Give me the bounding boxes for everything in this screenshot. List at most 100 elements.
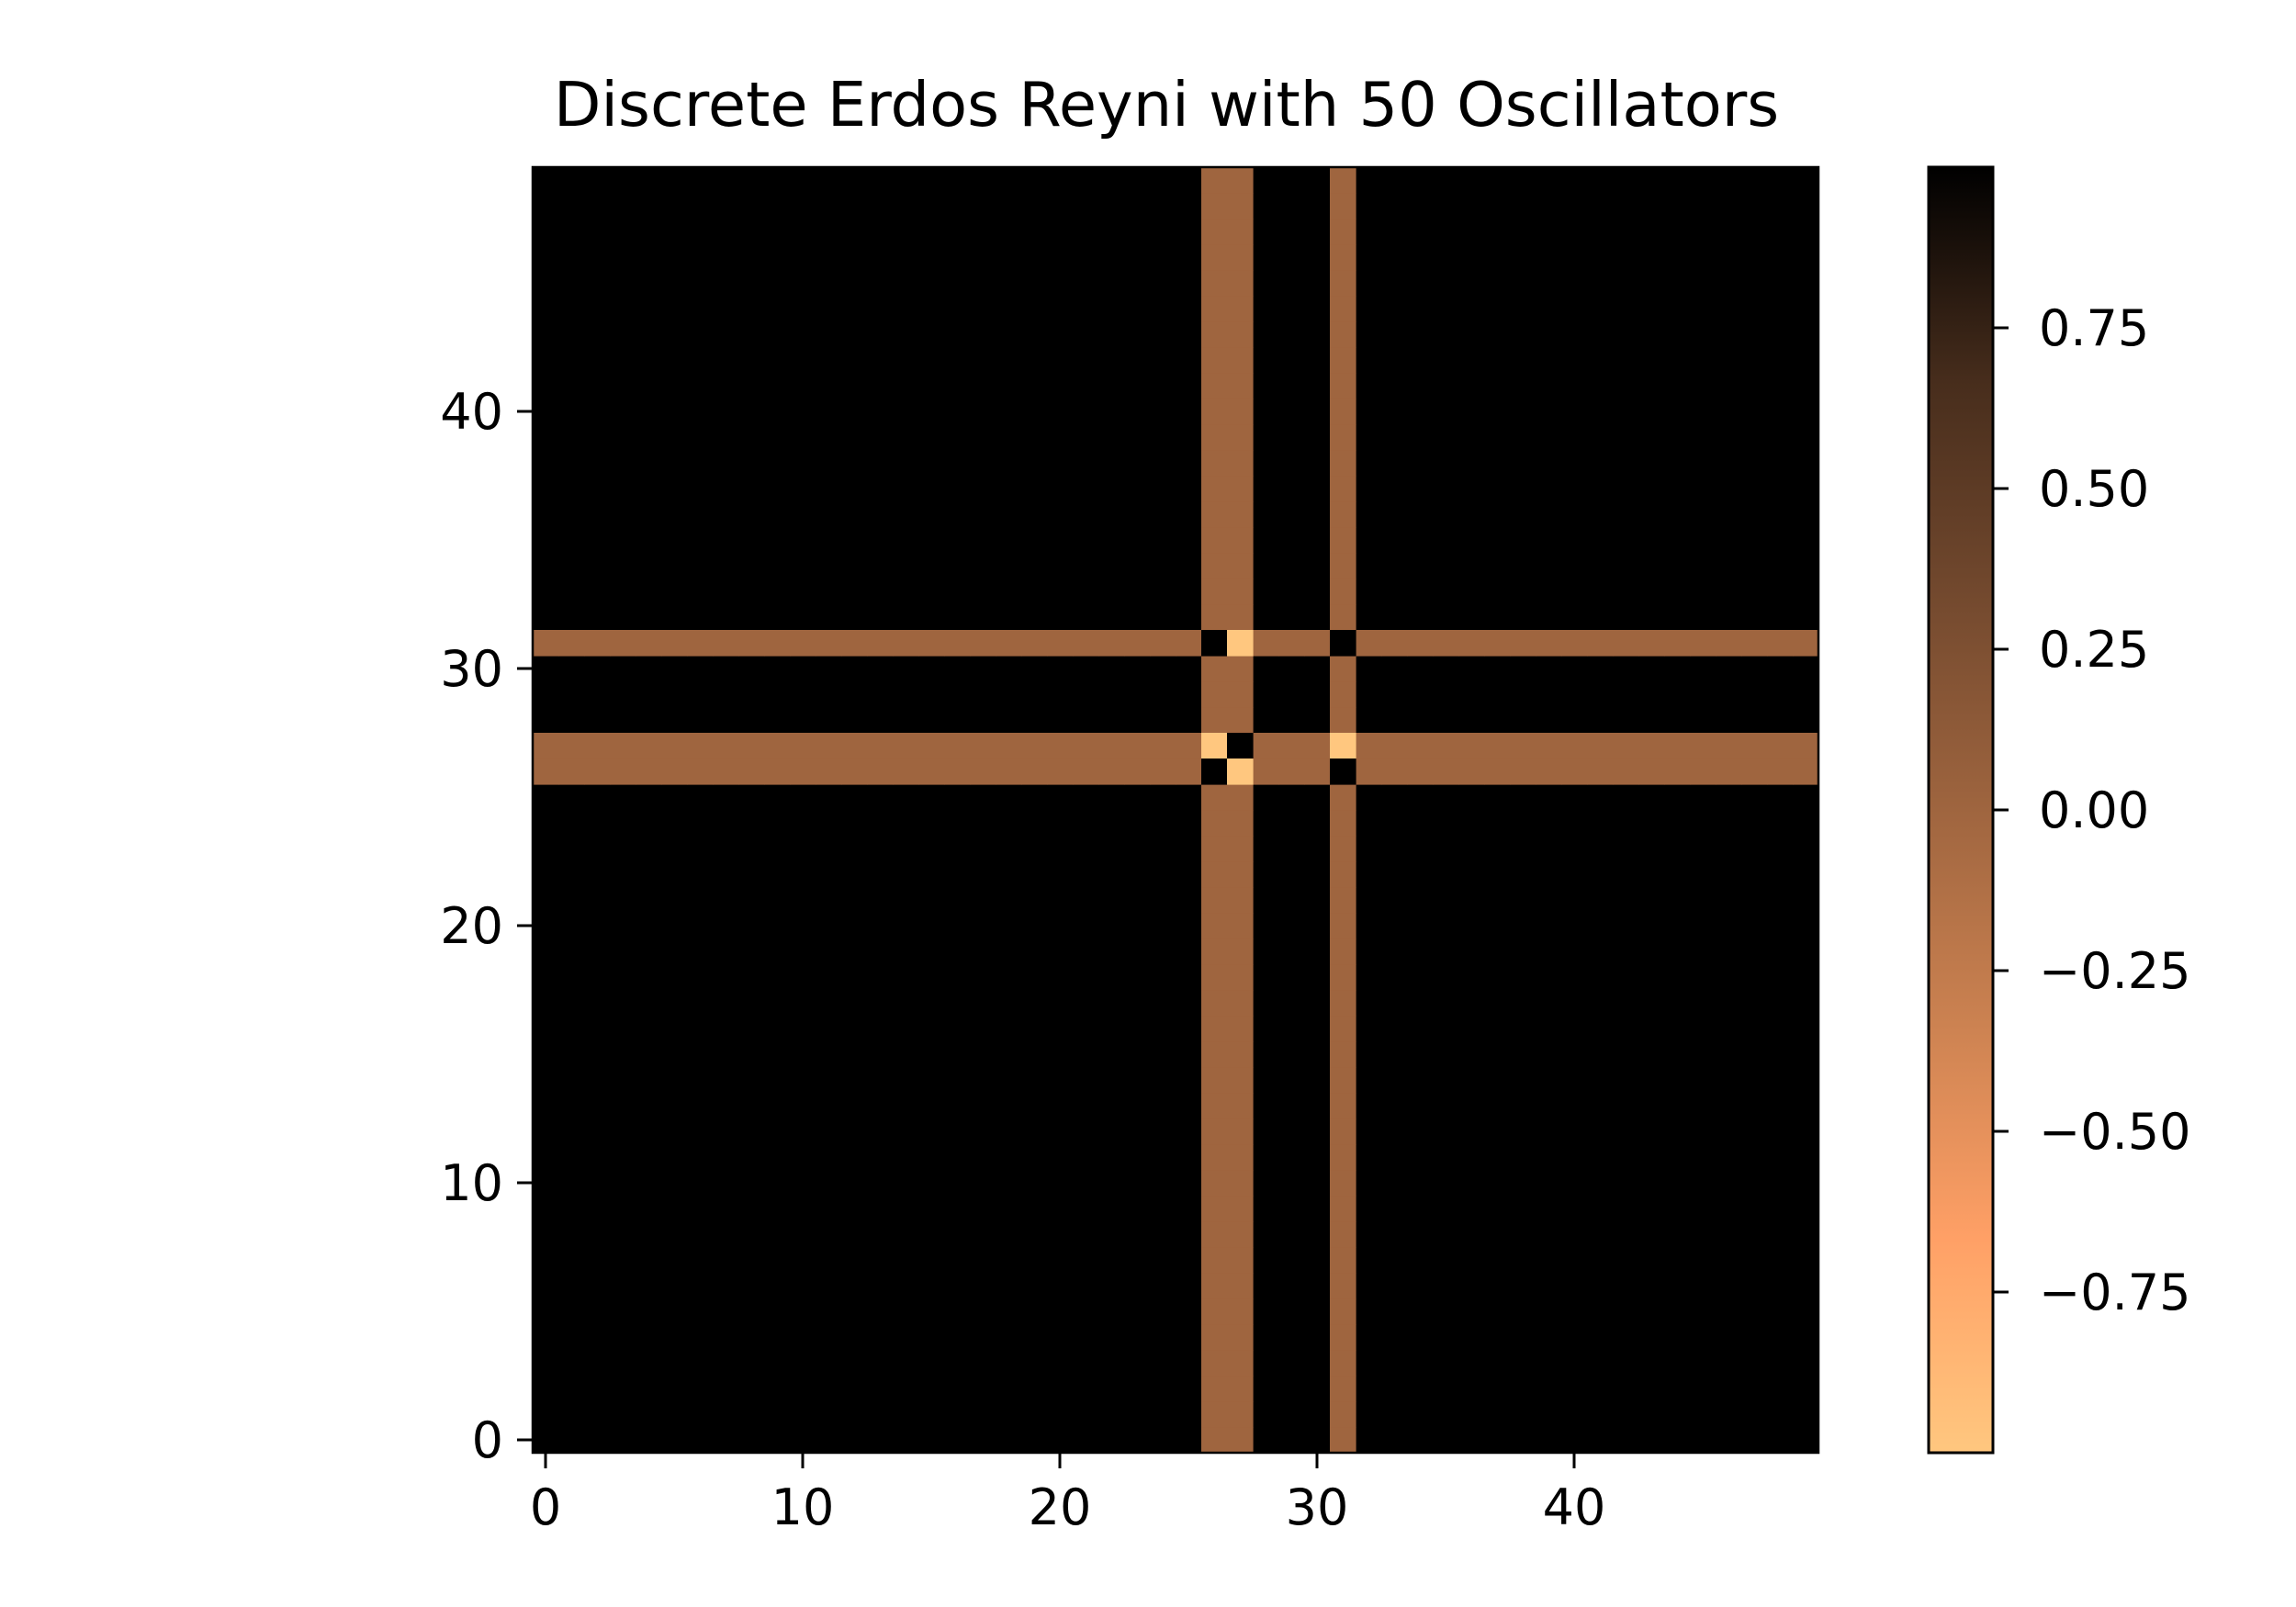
heatmap-cell — [1433, 733, 1459, 759]
heatmap-cell — [1227, 1376, 1254, 1402]
heatmap-cell — [1458, 759, 1485, 785]
heatmap-cell — [1201, 913, 1228, 939]
heatmap-cell — [1021, 733, 1048, 759]
colorbar-tick-label: 0.25 — [2039, 621, 2149, 679]
heatmap-cell — [687, 759, 714, 785]
heatmap-cell — [1227, 938, 1254, 965]
heatmap-cell — [1150, 630, 1176, 657]
heatmap-cell-highlight — [1201, 733, 1228, 759]
heatmap-cell — [1613, 759, 1639, 785]
heatmap-cell — [1227, 399, 1254, 425]
heatmap-cell — [1330, 861, 1356, 888]
heatmap-cell — [1047, 630, 1074, 657]
x-tick-label: 10 — [771, 1478, 835, 1536]
heatmap-cell — [1330, 604, 1356, 631]
heatmap-cell — [918, 733, 945, 759]
heatmap-cell — [1098, 759, 1125, 785]
heatmap-background — [533, 167, 1818, 1453]
heatmap-cell — [1330, 347, 1356, 374]
heatmap-cell — [1330, 193, 1356, 219]
heatmap-cell — [1510, 630, 1536, 657]
heatmap-cell — [584, 759, 611, 785]
heatmap-cell — [1201, 1376, 1228, 1402]
heatmap-cell — [1278, 759, 1305, 785]
heatmap-cell — [558, 630, 585, 657]
x-axis: 0 10 20 30 40 — [530, 1453, 1605, 1536]
heatmap-cell — [1176, 759, 1202, 785]
heatmap-cell — [1330, 1118, 1356, 1145]
heatmap-cell — [1021, 759, 1048, 785]
heatmap-cell — [944, 759, 971, 785]
heatmap-cell — [636, 630, 662, 657]
heatmap-cell — [1536, 733, 1562, 759]
heatmap-cell — [1536, 630, 1562, 657]
heatmap-cell — [1201, 1221, 1228, 1248]
heatmap-cell — [1227, 836, 1254, 862]
heatmap-cell — [1304, 630, 1331, 657]
heatmap-cell — [1201, 1118, 1228, 1145]
y-tick-label: 20 — [440, 897, 503, 955]
heatmap-cell — [1510, 733, 1536, 759]
heatmap-cell — [1047, 733, 1074, 759]
heatmap-cell — [1227, 219, 1254, 245]
heatmap-cell — [816, 733, 842, 759]
heatmap-cell — [738, 733, 765, 759]
heatmap-cell — [1356, 630, 1382, 657]
heatmap-cell — [1227, 296, 1254, 322]
heatmap-cell — [610, 630, 636, 657]
heatmap-cell — [1201, 501, 1228, 528]
heatmap-cell — [1201, 964, 1228, 991]
heatmap-cell — [1304, 733, 1331, 759]
heatmap-cell — [1201, 861, 1228, 888]
heatmap-cell — [1201, 579, 1228, 605]
heatmap-cell — [1767, 759, 1794, 785]
heatmap-cell — [1227, 1324, 1254, 1351]
heatmap-cell — [1330, 938, 1356, 965]
heatmap-cell — [1201, 810, 1228, 837]
heatmap-cell — [1201, 1401, 1228, 1428]
y-tick-label: 30 — [440, 640, 503, 698]
heatmap-cell — [1227, 1221, 1254, 1248]
heatmap-cell — [661, 630, 688, 657]
heatmap-cell — [1330, 1376, 1356, 1402]
heatmap-cell — [1561, 630, 1588, 657]
heatmap-cell — [1356, 733, 1382, 759]
heatmap-cell — [1330, 219, 1356, 245]
heatmap-cell — [1510, 759, 1536, 785]
heatmap-cell — [1330, 1067, 1356, 1094]
heatmap-cell — [1227, 167, 1254, 194]
heatmap-cell — [1407, 630, 1434, 657]
heatmap-cell — [1304, 759, 1331, 785]
heatmap-cell — [1201, 296, 1228, 322]
heatmap-cell — [1330, 321, 1356, 348]
heatmap-cell — [636, 759, 662, 785]
heatmap-cell — [1587, 759, 1614, 785]
heatmap-cell — [1227, 553, 1254, 579]
heatmap-cell — [1227, 1170, 1254, 1197]
heatmap-cell — [1330, 964, 1356, 991]
heatmap-cell — [1330, 244, 1356, 271]
heatmap-cell — [1201, 553, 1228, 579]
heatmap-cell — [893, 759, 919, 785]
heatmap-cell — [1407, 759, 1434, 785]
heatmap-cell — [1613, 630, 1639, 657]
heatmap-cell — [841, 733, 868, 759]
heatmap-cell — [867, 630, 894, 657]
heatmap-cell — [1690, 759, 1716, 785]
heatmap-cell — [738, 630, 765, 657]
heatmap-cell — [1124, 630, 1151, 657]
heatmap-cell — [1201, 347, 1228, 374]
heatmap-cell — [1227, 707, 1254, 734]
heatmap-cell — [1227, 424, 1254, 451]
heatmap-cell — [1201, 938, 1228, 965]
heatmap-cell — [970, 759, 996, 785]
heatmap-cell — [713, 733, 739, 759]
heatmap-cell — [1330, 707, 1356, 734]
heatmap-cell — [1381, 630, 1408, 657]
heatmap-cell — [1793, 630, 1819, 657]
heatmap-cell — [1201, 476, 1228, 502]
heatmap-cell — [1098, 733, 1125, 759]
heatmap-cell — [1330, 1041, 1356, 1068]
heatmap-cell — [1638, 759, 1665, 785]
